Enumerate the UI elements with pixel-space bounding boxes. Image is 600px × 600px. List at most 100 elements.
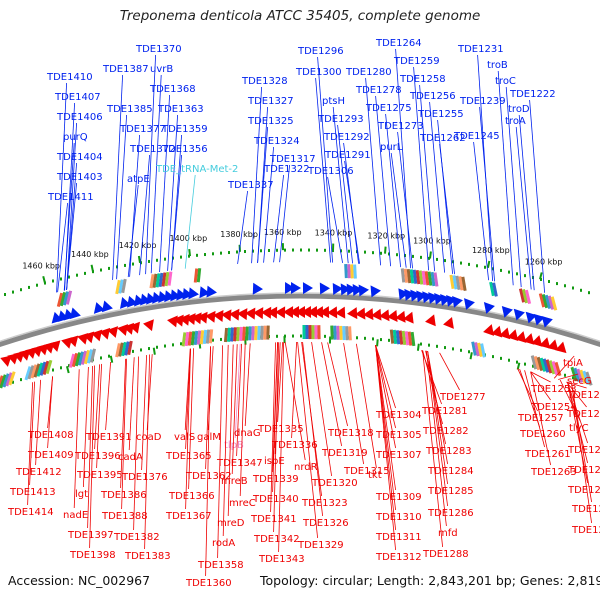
forward-gene-arrow — [483, 302, 495, 314]
forward-gene-arrow — [93, 302, 105, 314]
reverse-domain-bar — [471, 341, 477, 356]
forward-leader-line — [145, 54, 156, 275]
forward-gene-label: TDE1222 — [509, 89, 556, 100]
forward-domain-bar — [158, 272, 164, 288]
reverse-domain-bar — [536, 356, 544, 372]
scale-label: 1340 kbp — [315, 229, 353, 238]
reverse-leader-line — [530, 371, 551, 466]
outer-scale-dot — [68, 275, 70, 279]
reverse-gene-label: TDE1304 — [375, 410, 422, 421]
forward-gene-label: TDE1377 — [119, 124, 166, 135]
inner-scale-dot — [372, 337, 374, 341]
genome-title: Treponema denticola ATCC 35405, complete… — [119, 8, 481, 24]
forward-leader-line — [116, 114, 127, 280]
forward-gene-arrow — [501, 305, 513, 318]
forward-leader-line — [439, 143, 455, 275]
reverse-gene-arrow — [313, 306, 324, 319]
forward-gene-label: TDE1231 — [457, 44, 504, 55]
forward-gene-arrow — [119, 297, 131, 309]
reverse-gene-label: TDE1282 — [422, 426, 469, 437]
reverse-domain-bar — [339, 325, 343, 340]
forward-gene-label: TDE1328 — [241, 76, 288, 87]
reverse-gene-arrow — [327, 306, 338, 319]
outer-scale-dot — [12, 290, 14, 294]
outer-scale-dot — [228, 251, 230, 255]
forward-leader-line — [529, 99, 545, 293]
reverse-gene-arrow — [237, 308, 248, 321]
reverse-domain-bar — [317, 325, 321, 340]
reverse-gene-label: TDE1309 — [375, 492, 422, 503]
reverse-domain-bar — [480, 343, 486, 358]
reverse-gene-arrow — [379, 309, 390, 322]
reverse-gene-arrow — [67, 335, 79, 348]
inner-major-tick — [376, 339, 379, 347]
forward-gene-arrow — [199, 286, 210, 299]
reverse-domain-bar — [205, 329, 211, 344]
forward-leader-line — [56, 82, 67, 293]
inner-scale-dot — [52, 368, 54, 372]
reverse-leader-line — [35, 379, 41, 466]
forward-gene-label: TDE1256 — [409, 91, 456, 102]
reverse-gene-arrow — [197, 311, 208, 324]
reverse-leader-line — [427, 350, 448, 465]
reverse-domain-bar — [585, 371, 593, 386]
reverse-leader-line — [519, 368, 540, 428]
forward-leader-line — [237, 190, 248, 265]
forward-leader-line — [327, 176, 343, 263]
reverse-gene-label: TDE1408 — [27, 430, 74, 441]
reverse-domain-bar — [208, 329, 214, 344]
outer-scale-dot — [444, 259, 446, 263]
scale-major-tick — [487, 260, 491, 269]
reverse-domain-bar — [333, 325, 337, 340]
reverse-gene-label: valS — [174, 432, 195, 443]
forward-leader-line — [497, 70, 514, 286]
reverse-gene-label: TDE1286 — [427, 508, 474, 519]
outer-scale-dot — [260, 249, 262, 253]
forward-gene-arrow — [127, 295, 138, 308]
reverse-domain-bar — [260, 325, 264, 340]
forward-domain-bar — [433, 272, 439, 287]
reverse-domain-bar — [530, 355, 538, 370]
reverse-domain-bar — [0, 374, 7, 389]
inner-scale-dot — [68, 364, 70, 368]
inner-scale-dot — [172, 343, 174, 347]
reverse-domain-bar — [187, 331, 193, 346]
inner-scale-dot — [388, 338, 390, 342]
outer-scale-dot — [564, 284, 566, 288]
reverse-gene-label: TDE1318 — [327, 428, 374, 439]
reverse-gene-label: nrdR — [294, 462, 318, 473]
reverse-leader-line — [375, 345, 396, 409]
reverse-gene-arrow — [531, 335, 543, 347]
inner-scale-dot — [500, 356, 502, 360]
forward-gene-arrow — [101, 300, 113, 313]
reverse-leader-line — [141, 355, 147, 471]
forward-gene-arrow — [346, 283, 357, 296]
inner-scale-dot — [428, 343, 430, 347]
forward-gene-arrow — [513, 308, 525, 321]
inner-major-tick — [65, 365, 70, 374]
reverse-leader-line — [375, 345, 396, 429]
forward-domain-bar — [121, 278, 127, 294]
reverse-gene-label: TDE1398 — [69, 550, 116, 561]
reverse-domain-bar — [573, 367, 581, 382]
reverse-domain-bar — [239, 326, 243, 341]
reverse-leader-line — [188, 348, 194, 490]
reverse-gene-label: mreC — [229, 498, 256, 509]
forward-domain-bar — [406, 268, 412, 284]
inner-major-tick — [109, 355, 114, 363]
reverse-gene-label: tlpB — [224, 440, 244, 451]
forward-gene-arrow — [319, 282, 330, 295]
reverse-leader-line — [231, 344, 238, 475]
reverse-gene-label: dnaG — [234, 428, 261, 439]
reverse-gene-label: TDE1382 — [113, 532, 160, 543]
reverse-gene-label: TDE1347 — [216, 458, 263, 469]
scale-label: 1260 kbp — [525, 258, 563, 267]
forward-domain-bar — [403, 268, 409, 283]
reverse-leader-line — [120, 358, 126, 489]
scale-major-tick — [42, 276, 46, 284]
inner-scale-dot — [324, 334, 326, 338]
forward-domain-bar — [547, 295, 555, 310]
forward-gene-label: TDE1387 — [102, 64, 149, 75]
reverse-gene-label: TDE1412 — [15, 467, 62, 478]
outer-scale-dot — [308, 248, 310, 252]
